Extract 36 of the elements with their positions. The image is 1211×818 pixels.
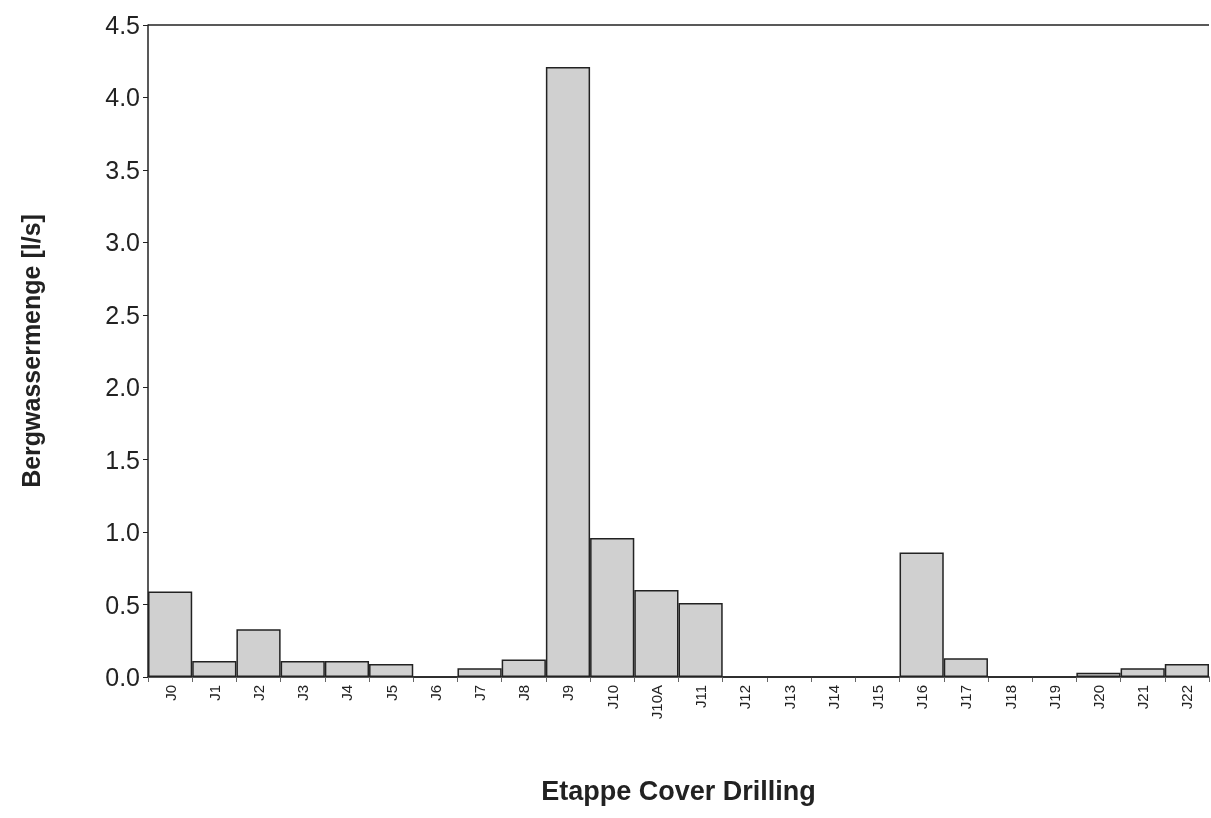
y-tick-label: 0.0 <box>105 663 140 691</box>
x-tick-label: J10 <box>603 685 621 710</box>
y-tick-label: 2.0 <box>105 373 140 402</box>
x-tick-label: J17 <box>957 685 975 710</box>
x-tick-label: J6 <box>426 685 444 701</box>
y-tick-label: 3.5 <box>105 155 140 184</box>
y-tick-label: 4.5 <box>105 11 140 39</box>
x-tick-label: J16 <box>913 685 931 710</box>
x-tick-label: J2 <box>250 685 268 701</box>
y-tick-label: 1.5 <box>105 445 140 474</box>
x-tick-label: J18 <box>1001 685 1019 710</box>
x-tick-label: J5 <box>382 685 400 701</box>
x-tick-label: J4 <box>338 685 356 701</box>
x-tick-label: J10A <box>647 685 665 720</box>
y-tick-label: 3.0 <box>105 228 140 257</box>
y-tick-label: 1.0 <box>105 518 140 547</box>
x-tick-label: J1 <box>205 685 223 701</box>
x-tick-label: J12 <box>736 685 754 710</box>
y-tick-label: 0.5 <box>105 590 140 619</box>
y-axis-title: Bergwassermenge [l/s] <box>16 214 45 488</box>
x-tick-label: J13 <box>780 685 798 710</box>
x-tick-label: J9 <box>559 685 577 701</box>
x-tick-label: J19 <box>1045 685 1063 710</box>
x-tick-label: J11 <box>692 685 710 709</box>
x-tick-label: J8 <box>515 685 533 701</box>
x-tick-label: J7 <box>471 685 489 701</box>
x-tick-label: J14 <box>824 685 842 710</box>
y-tick-label: 2.5 <box>105 300 140 329</box>
x-tick-label: J15 <box>868 685 886 710</box>
x-tick-label: J20 <box>1089 685 1107 710</box>
x-axis-title: Etappe Cover Drilling <box>541 775 816 806</box>
x-tick-label: J3 <box>294 685 312 701</box>
x-tick-label: J0 <box>161 685 179 701</box>
x-tick-label: J22 <box>1178 685 1196 710</box>
y-tick-label: 4.0 <box>105 83 140 112</box>
x-tick-label: J21 <box>1134 685 1152 710</box>
